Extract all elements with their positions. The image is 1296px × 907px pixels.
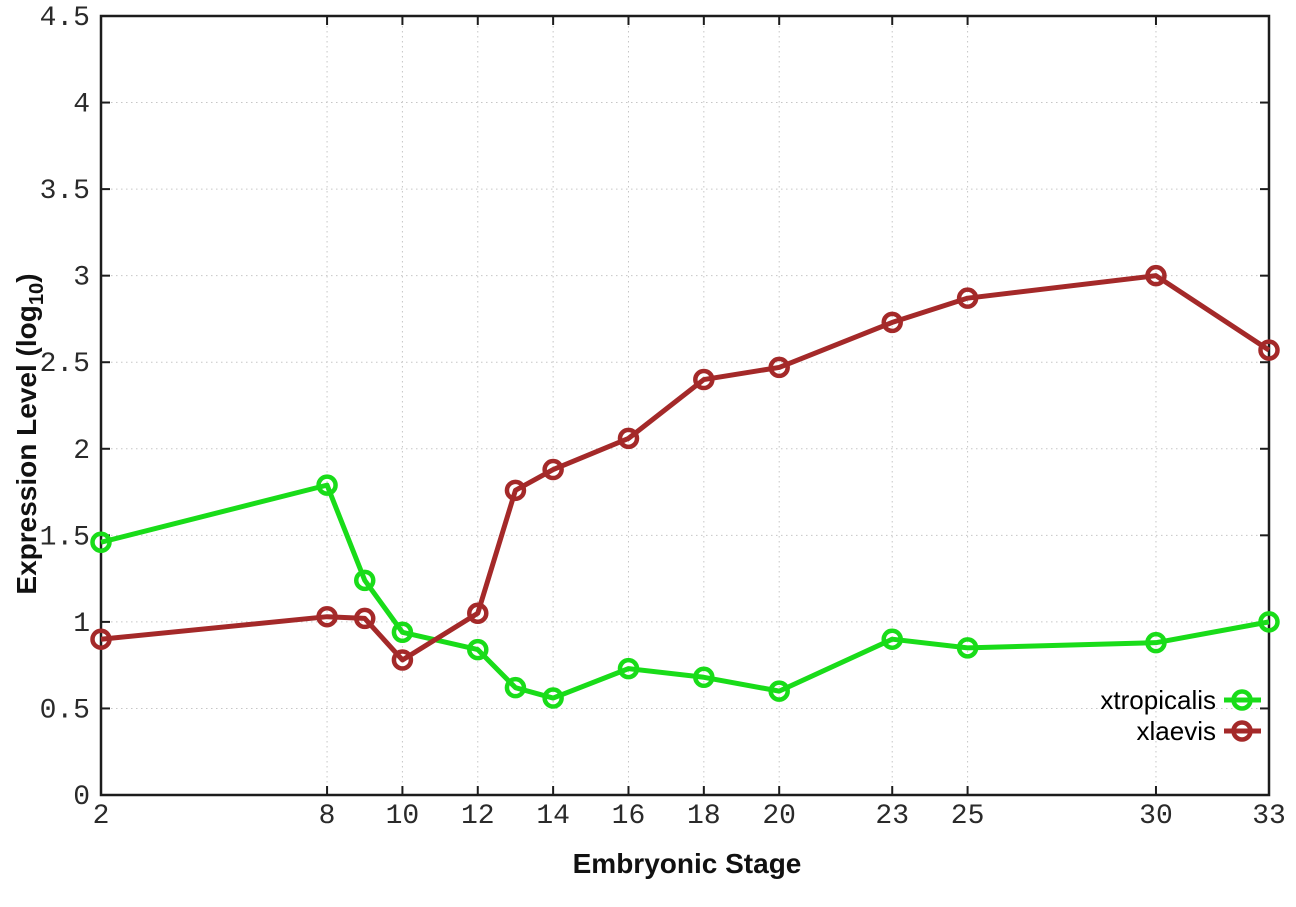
series-line-xlaevis — [100, 273, 1271, 663]
x-tick-label: 18 — [687, 801, 721, 832]
y-axis-title: Expression Level (log10) — [11, 273, 49, 594]
data-point-xlaevis — [504, 479, 527, 502]
data-point-xlaevis — [617, 427, 640, 450]
x-tick-label: 30 — [1139, 801, 1173, 832]
data-point-xlaevis — [1145, 264, 1167, 287]
legend-marker-xtropicalis — [1231, 689, 1253, 711]
x-tick-label: 25 — [951, 801, 985, 832]
data-point-xtropicalis — [542, 687, 564, 709]
data-point-xlaevis — [1258, 339, 1280, 361]
x-tick-label: 10 — [386, 801, 420, 832]
data-point-xtropicalis — [693, 666, 715, 689]
x-tick-label: 14 — [536, 801, 570, 832]
y-tick-label: 0 — [73, 782, 90, 813]
series-line-xtropicalis — [100, 482, 1270, 701]
y-tick-label: 4 — [73, 90, 90, 121]
x-tick-label: 16 — [612, 801, 646, 832]
data-point-xtropicalis — [617, 657, 640, 680]
data-point-xtropicalis — [467, 638, 489, 661]
data-point-xtropicalis — [316, 474, 338, 496]
data-point-xtropicalis — [956, 637, 979, 659]
x-tick-label: 8 — [319, 801, 336, 832]
x-tick-label: 2 — [93, 801, 110, 832]
data-point-xtropicalis — [1258, 611, 1280, 633]
y-tick-label: 2.5 — [40, 349, 90, 380]
data-point-xtropicalis — [504, 676, 527, 699]
data-point-xtropicalis — [768, 680, 790, 702]
y-axis-title-close: ) — [11, 273, 43, 283]
data-point-xlaevis — [542, 458, 564, 481]
data-point-xlaevis — [881, 311, 903, 334]
x-tick-label: 20 — [762, 801, 796, 832]
data-point-xtropicalis — [1145, 631, 1167, 654]
plot-border — [99, 14, 1271, 797]
y-tick-label: 3.5 — [40, 176, 90, 207]
legend-label-xlaevis: xlaevis — [1137, 716, 1216, 746]
data-point-xlaevis — [956, 287, 979, 309]
x-tick-label: 23 — [875, 801, 909, 832]
legend-marker-xlaevis — [1231, 720, 1253, 742]
y-axis-title-subscript: 10 — [25, 282, 48, 306]
data-point-xtropicalis — [391, 621, 414, 644]
data-point-xtropicalis — [90, 531, 112, 554]
y-axis-title-main: Expression Level (log — [11, 305, 43, 595]
data-point-xtropicalis — [881, 628, 903, 650]
y-tick-label: 4.5 — [40, 3, 90, 34]
y-tick-label: 0.5 — [40, 695, 90, 726]
x-tick-label: 12 — [461, 801, 495, 832]
data-point-xlaevis — [467, 602, 489, 624]
data-point-xlaevis — [391, 649, 414, 671]
y-tick-label: 1.5 — [40, 522, 90, 553]
data-point-xlaevis — [316, 605, 338, 628]
data-point-xlaevis — [693, 368, 715, 391]
data-point-xlaevis — [353, 607, 376, 630]
y-tick-label: 1 — [73, 609, 90, 640]
legend-label-xtropicalis: xtropicalis — [1100, 685, 1216, 715]
x-tick-label: 33 — [1252, 801, 1286, 832]
y-tick-label: 2 — [73, 436, 90, 467]
x-axis-title: Embryonic Stage — [572, 848, 802, 879]
data-point-xtropicalis — [353, 569, 376, 592]
data-point-xlaevis — [768, 356, 790, 379]
data-point-xlaevis — [90, 628, 112, 650]
y-tick-label: 3 — [73, 263, 90, 294]
